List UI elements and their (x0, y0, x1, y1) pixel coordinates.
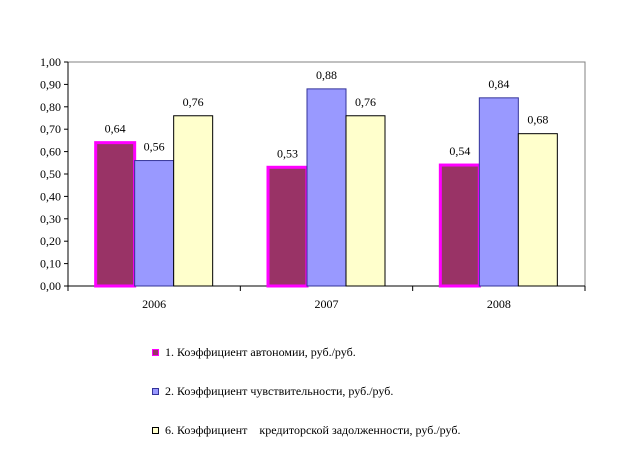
data-label-3: 0,76 (183, 95, 204, 109)
legend-label-series-2: 2. Коэффициент чувствительности, руб./ру… (165, 383, 394, 398)
legend-item-series-1: 1. Коэффициент автономии, руб./руб. (152, 344, 356, 360)
bar-3 (173, 115, 214, 287)
y-tick-label: 0,80 (40, 100, 61, 114)
x-tick-label: 2007 (315, 297, 339, 311)
data-label-2: 0,84 (488, 77, 509, 91)
y-tick-label: 0,20 (40, 234, 61, 248)
data-label-2: 0,88 (316, 68, 337, 82)
y-tick-label: 0,40 (40, 189, 61, 203)
bar-3 (517, 133, 558, 287)
data-label-1: 0,64 (105, 122, 126, 136)
data-label-2: 0,56 (144, 140, 165, 154)
legend-label-series-3: 6. Коэффициент кредиторской задолженност… (165, 422, 461, 437)
y-tick-label: 0,60 (40, 145, 61, 159)
bar-1 (438, 163, 481, 288)
legend-swatch-series-3 (152, 426, 159, 434)
y-tick-label: 0,90 (40, 77, 61, 91)
data-label-3: 0,68 (527, 113, 548, 127)
data-label-1: 0,53 (277, 146, 298, 160)
y-tick-label: 0,50 (40, 167, 61, 181)
y-tick-label: 0,00 (40, 279, 61, 293)
bar-2 (478, 97, 519, 287)
x-tick-label: 2008 (487, 297, 511, 311)
x-tick-label: 2006 (142, 297, 166, 311)
legend-swatch-series-2 (152, 387, 159, 395)
bar-1 (266, 165, 309, 288)
legend-item-series-2: 2. Коэффициент чувствительности, руб./ру… (152, 383, 393, 399)
bar-1 (94, 141, 137, 288)
legend-label-series-1: 1. Коэффициент автономии, руб./руб. (165, 344, 356, 359)
y-tick-label: 0,70 (40, 122, 61, 136)
bar-2 (134, 160, 175, 287)
data-label-1: 0,54 (449, 144, 470, 158)
bar-3 (345, 115, 386, 287)
legend-swatch-series-1 (152, 348, 159, 356)
y-tick-label: 1,00 (40, 55, 61, 69)
bar-2 (306, 88, 347, 287)
legend-item-series-3: 6. Коэффициент кредиторской задолженност… (152, 422, 460, 438)
data-label-3: 0,76 (355, 95, 376, 109)
y-tick-label: 0,10 (40, 257, 61, 271)
y-tick-label: 0,30 (40, 212, 61, 226)
